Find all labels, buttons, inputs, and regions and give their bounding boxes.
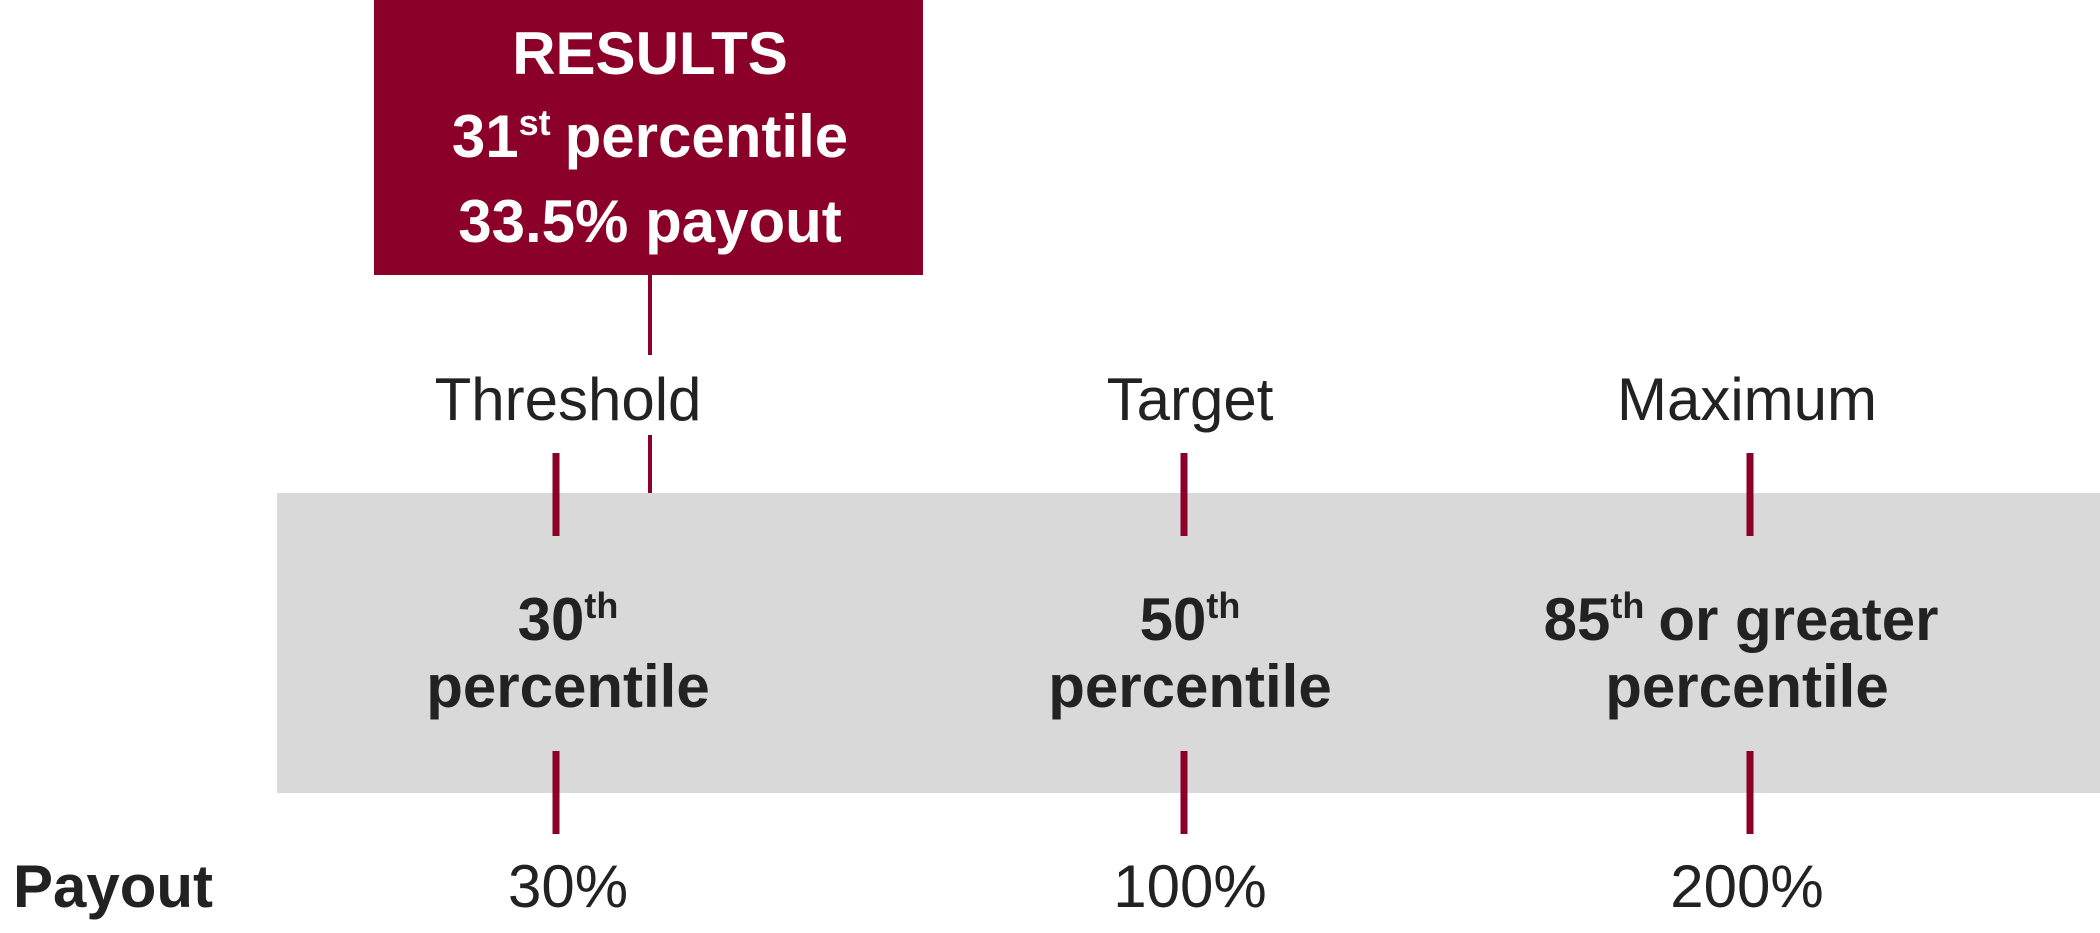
level-word-text: percentile	[1605, 653, 1888, 720]
results-payout: 33.5% payout	[458, 188, 841, 255]
level-word: percentile	[426, 653, 709, 720]
level-label: Target	[1107, 366, 1274, 433]
level-rest: or greater	[1658, 586, 1938, 653]
level-percentile: 85th or greater	[1544, 585, 1939, 653]
results-title: RESULTS	[512, 20, 788, 87]
level-percentile: 30th	[518, 585, 619, 653]
level-maximum: Maximum 85th or greater percentile 200%	[1544, 366, 1939, 920]
results-word: percentile	[565, 103, 848, 170]
level-word-text: percentile	[426, 653, 709, 720]
level-label-text: Target	[1107, 366, 1274, 433]
level-word: percentile	[1048, 653, 1331, 720]
payout-row-label-text: Payout	[13, 853, 213, 920]
results-suffix: st	[519, 102, 551, 143]
results-percentile: 31st percentile	[452, 102, 848, 170]
results-payout-text: 33.5% payout	[458, 188, 841, 255]
level-label-text: Maximum	[1617, 366, 1877, 433]
level-word-text: percentile	[1048, 653, 1331, 720]
level-suffix: th	[584, 585, 618, 626]
level-payout-text: 200%	[1670, 853, 1823, 920]
level-percentile: 50th	[1140, 585, 1241, 653]
level-threshold: Threshold 30th percentile 30%	[426, 366, 709, 920]
level-number: 30	[518, 586, 585, 653]
percentile-band	[277, 493, 2100, 793]
level-suffix: th	[1206, 585, 1240, 626]
level-payout: 200%	[1670, 853, 1823, 920]
level-payout: 30%	[508, 853, 628, 920]
level-word: percentile	[1605, 653, 1888, 720]
level-label-text: Threshold	[435, 366, 702, 433]
level-suffix: th	[1610, 585, 1644, 626]
level-number: 85	[1544, 586, 1611, 653]
level-target: Target 50th percentile 100%	[1048, 366, 1331, 920]
level-label: Maximum	[1617, 366, 1877, 433]
level-number: 50	[1140, 586, 1207, 653]
payout-row-label: Payout	[13, 853, 213, 920]
level-label: Threshold	[435, 366, 702, 433]
results-title-text: RESULTS	[512, 20, 788, 87]
results-number: 31	[452, 103, 519, 170]
level-payout-text: 100%	[1113, 853, 1266, 920]
level-payout-text: 30%	[508, 853, 628, 920]
level-payout: 100%	[1113, 853, 1266, 920]
results-box	[374, 0, 923, 275]
